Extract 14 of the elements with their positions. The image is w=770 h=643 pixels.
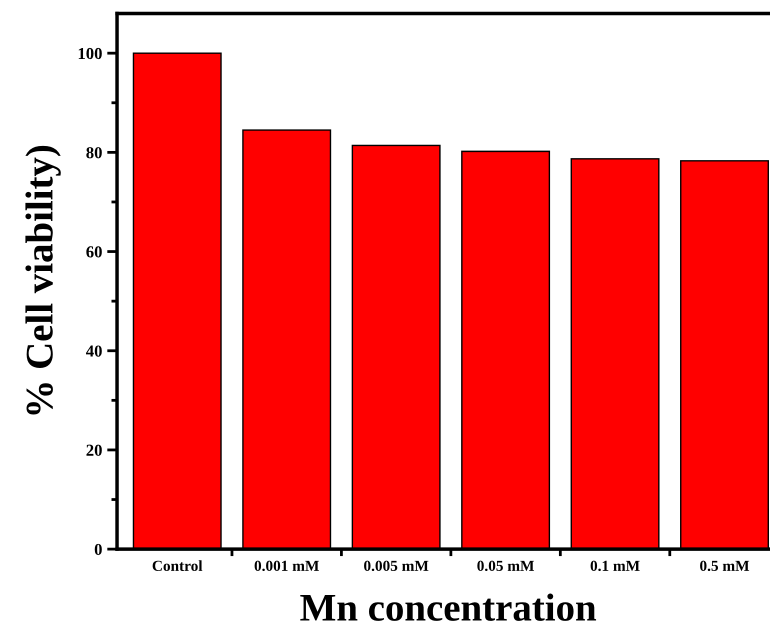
y-tick-label: 20: [86, 444, 102, 456]
x-tick-label: 0.5 mM: [700, 560, 750, 572]
x-tick-label: 0.005 mM: [364, 560, 428, 572]
x-tick-label: 0.1 mM: [590, 560, 640, 572]
y-tick-label: 80: [86, 147, 102, 158]
y-tick-label: 0: [94, 544, 102, 556]
x-tick-label: 0.001 mM: [254, 560, 319, 572]
y-tick-label: 40: [86, 345, 102, 357]
y-tick-label: 100: [78, 48, 102, 60]
x-tick-label: 0.05 mM: [477, 560, 534, 572]
y-axis-title: % Cell viability): [25, 146, 61, 415]
x-axis-title: Mn concentration: [300, 594, 596, 621]
x-tick-label: Control: [152, 560, 202, 571]
y-tick-label: 60: [86, 246, 102, 258]
